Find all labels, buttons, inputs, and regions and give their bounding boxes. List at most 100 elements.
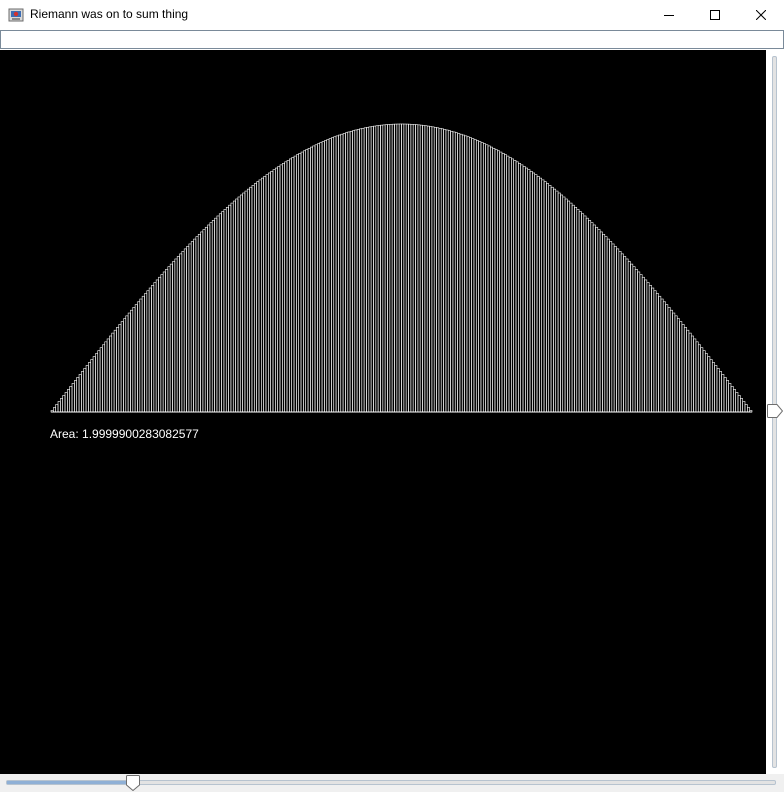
riemann-bar — [251, 185, 255, 413]
maximize-button[interactable] — [692, 0, 738, 30]
riemann-bar — [200, 231, 204, 413]
riemann-bar — [195, 236, 199, 413]
riemann-bar — [548, 185, 552, 413]
riemann-bar — [569, 202, 573, 413]
riemann-bar — [373, 125, 377, 413]
riemann-bar — [634, 269, 638, 413]
riemann-bar — [641, 276, 645, 413]
riemann-bar — [730, 386, 734, 413]
riemann-bar — [310, 146, 314, 413]
riemann-bar — [401, 123, 405, 413]
riemann-bar — [81, 371, 85, 413]
horizontal-slider-track[interactable] — [6, 780, 776, 785]
riemann-bar — [209, 222, 213, 413]
riemann-bar — [653, 290, 657, 413]
riemann-bar — [204, 226, 208, 413]
riemann-bar — [611, 243, 615, 413]
riemann-bar — [239, 194, 243, 413]
riemann-bar — [176, 256, 180, 413]
riemann-bar — [139, 298, 143, 413]
riemann-bar — [396, 123, 400, 413]
riemann-bar — [363, 127, 367, 413]
riemann-bar — [665, 304, 669, 413]
riemann-bar — [728, 383, 732, 413]
riemann-bar — [125, 315, 129, 413]
riemann-bar — [532, 172, 535, 413]
horizontal-slider-thumb[interactable] — [126, 775, 141, 791]
riemann-bar — [291, 157, 295, 413]
riemann-bar — [113, 329, 117, 413]
riemann-bar — [408, 123, 412, 413]
riemann-bar — [571, 204, 575, 413]
riemann-bar — [525, 167, 528, 413]
plot-canvas: Area: 1.9999900283082577 — [0, 50, 766, 774]
riemann-bar — [303, 150, 306, 413]
riemann-bar — [347, 131, 351, 413]
riemann-bar — [429, 126, 433, 413]
riemann-bar — [468, 137, 472, 413]
riemann-bar — [391, 123, 395, 413]
horizontal-slider[interactable] — [0, 774, 784, 792]
riemann-bar — [265, 174, 269, 413]
riemann-bar — [167, 266, 171, 413]
riemann-bar — [627, 261, 631, 413]
riemann-bar — [487, 145, 491, 413]
riemann-bar — [181, 251, 185, 413]
riemann-bar — [158, 276, 162, 413]
riemann-bar — [669, 309, 673, 413]
riemann-bar — [380, 124, 384, 413]
riemann-bar — [354, 129, 358, 413]
maximize-icon — [710, 10, 720, 20]
title-bar[interactable]: Riemann was on to sum thing — [0, 0, 784, 30]
riemann-bar — [64, 392, 68, 413]
riemann-bar — [289, 158, 292, 413]
riemann-bar — [473, 139, 477, 413]
riemann-bar — [338, 134, 342, 413]
riemann-bar — [471, 138, 475, 413]
minimize-button[interactable] — [646, 0, 692, 30]
riemann-bar — [426, 125, 430, 413]
riemann-bar — [335, 135, 339, 413]
riemann-bar — [286, 160, 290, 413]
riemann-bar — [216, 215, 220, 413]
riemann-bar — [592, 224, 596, 413]
riemann-bar — [134, 304, 138, 413]
riemann-bar — [300, 151, 304, 413]
riemann-bar — [625, 258, 629, 413]
vertical-slider-thumb[interactable] — [767, 404, 783, 418]
riemann-bar — [92, 356, 96, 413]
riemann-bar — [597, 229, 601, 413]
riemann-bar — [690, 335, 694, 413]
riemann-bar — [560, 194, 564, 413]
riemann-bar — [445, 129, 449, 413]
riemann-bar — [345, 132, 349, 413]
riemann-bar — [721, 374, 725, 413]
riemann-bar — [221, 211, 225, 413]
riemann-bar — [333, 136, 337, 413]
riemann-bar — [419, 124, 423, 413]
window-title: Riemann was on to sum thing — [30, 7, 189, 21]
riemann-bar — [676, 318, 680, 413]
riemann-bar — [412, 124, 416, 413]
function-input[interactable] — [0, 30, 784, 49]
close-icon — [756, 10, 766, 20]
riemann-bar — [688, 332, 692, 413]
riemann-bar — [585, 217, 589, 413]
riemann-bar — [459, 133, 463, 413]
riemann-bar — [539, 177, 542, 413]
vertical-slider[interactable] — [766, 50, 784, 774]
riemann-bar — [368, 126, 372, 413]
riemann-bar — [742, 401, 746, 413]
riemann-bar — [410, 124, 414, 413]
riemann-bar — [602, 233, 606, 413]
close-button[interactable] — [738, 0, 784, 30]
riemann-bar — [422, 125, 426, 413]
riemann-bar — [546, 183, 550, 413]
riemann-bar — [331, 137, 335, 413]
riemann-bar — [733, 389, 736, 413]
riemann-bar — [454, 132, 458, 413]
riemann-bar — [567, 200, 571, 413]
riemann-bar — [588, 220, 592, 413]
riemann-bar — [660, 298, 664, 413]
